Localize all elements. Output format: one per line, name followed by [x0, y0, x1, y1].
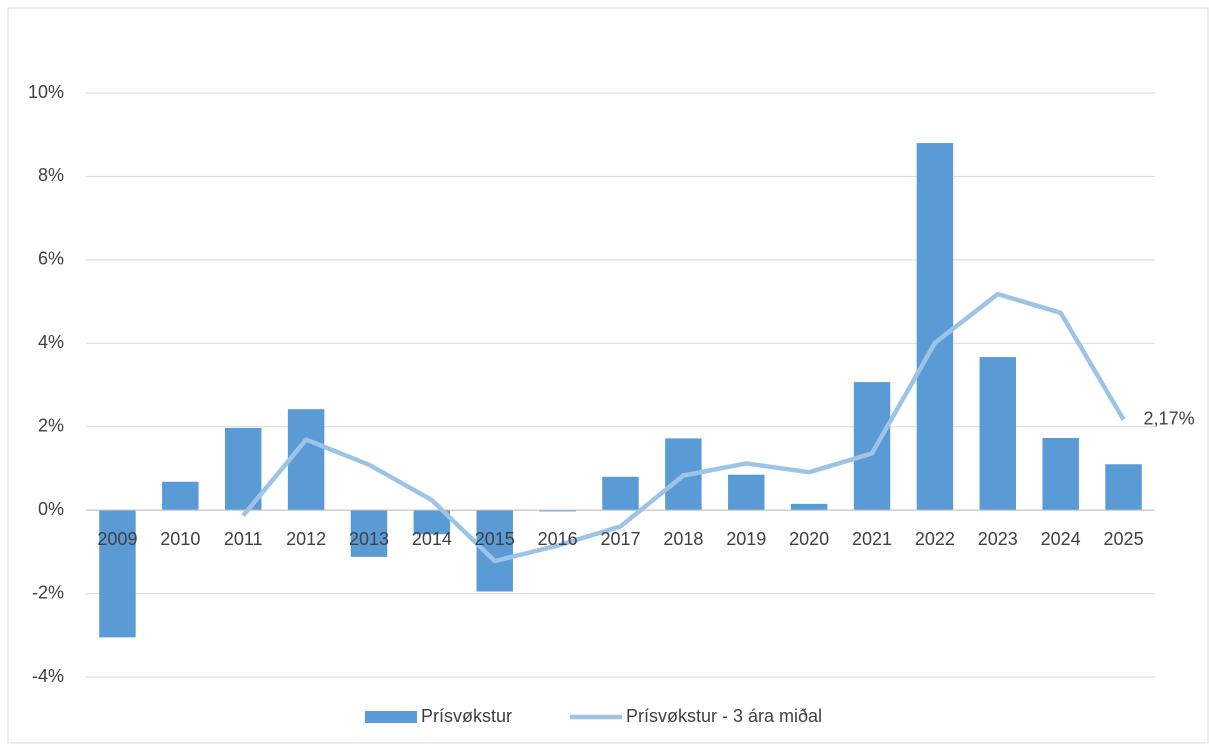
y-tick-label: 10% [28, 82, 64, 102]
bar [224, 427, 262, 511]
bar [350, 510, 388, 557]
legend-label: Prísvøkstur [421, 706, 512, 726]
chart-frame [7, 7, 1209, 744]
x-tick-label: 2023 [978, 529, 1018, 549]
line [241, 291, 1126, 564]
bar [916, 143, 954, 511]
x-tick-label: 2016 [538, 529, 578, 549]
x-tick-label: 2020 [789, 529, 829, 549]
x-tick-label: 2021 [852, 529, 892, 549]
y-tick-label: 4% [38, 332, 64, 352]
x-tick-label: 2025 [1104, 529, 1144, 549]
y-tick-label: -2% [32, 582, 64, 602]
x-tick-label: 2015 [475, 529, 515, 549]
x-tick-label: 2019 [726, 529, 766, 549]
x-tick-label: 2014 [412, 529, 452, 549]
bar [1105, 464, 1142, 511]
bar [979, 357, 1017, 511]
y-tick-label: 6% [38, 249, 64, 269]
y-tick-label: 0% [38, 499, 64, 519]
bar [162, 481, 199, 511]
bar [790, 503, 828, 511]
legend-label: Prísvøkstur - 3 ára miðal [626, 706, 822, 726]
y-tick-label: -4% [32, 666, 64, 686]
x-tick-label: 2017 [600, 529, 640, 549]
x-tick-label: 2011 [224, 529, 263, 549]
data-label: 2,17% [1144, 408, 1195, 428]
x-tick-label: 2012 [286, 529, 326, 549]
bar [99, 510, 136, 638]
bar [853, 382, 891, 511]
bar [539, 510, 576, 512]
bar [728, 474, 765, 511]
x-tick-label: 2013 [349, 529, 389, 549]
bar [287, 409, 325, 511]
x-tick-label: 2022 [915, 529, 955, 549]
bar [1042, 437, 1079, 511]
x-tick-label: 2018 [663, 529, 703, 549]
x-tick-label: 2010 [160, 529, 200, 549]
y-tick-label: 2% [38, 415, 64, 435]
bar [602, 476, 639, 511]
x-tick-label: 2009 [97, 529, 137, 549]
legend-swatch [365, 711, 417, 723]
y-tick-label: 8% [38, 165, 64, 185]
x-tick-label: 2024 [1041, 529, 1081, 549]
